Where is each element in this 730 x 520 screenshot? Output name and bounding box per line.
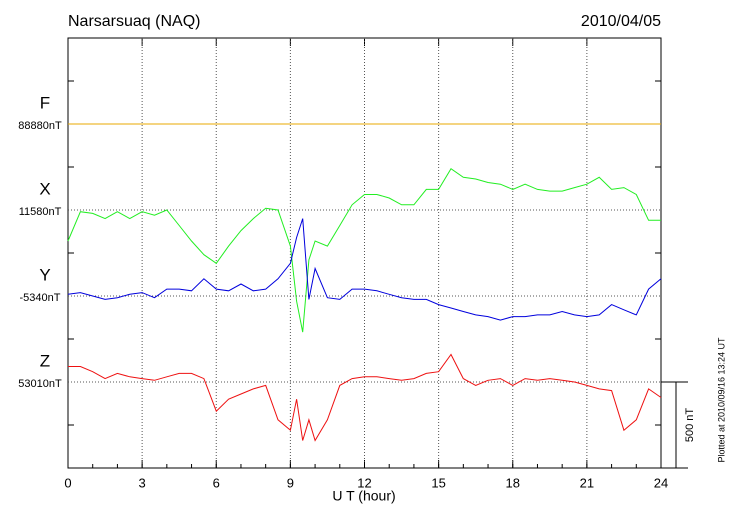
- series-line: [68, 353, 662, 442]
- x-tick-label: 15: [431, 475, 445, 490]
- baseline-label: -5340nT: [20, 292, 61, 304]
- series-name: X: [39, 179, 50, 198]
- series-name: Z: [40, 351, 50, 370]
- x-tick-label: 0: [64, 475, 71, 490]
- x-axis-label: U T (hour): [332, 488, 395, 504]
- x-tick-label: 3: [139, 475, 146, 490]
- series-line: [67, 218, 662, 321]
- left-minor-ticks: [68, 80, 661, 426]
- x-tick-label: 12: [357, 475, 371, 490]
- x-tick-label: 9: [287, 475, 294, 490]
- chart-title: Narsarsuaq (NAQ): [68, 13, 200, 30]
- baseline-label: 11580nT: [19, 206, 62, 218]
- baseline-label: 88880nT: [18, 120, 62, 132]
- x-tick-label: 6: [213, 475, 220, 490]
- x-tick-label: 21: [580, 475, 594, 490]
- series-line: [67, 167, 661, 333]
- series-name: Y: [39, 265, 50, 284]
- series-name: F: [40, 93, 50, 112]
- baseline-label: 53010nT: [18, 378, 62, 390]
- scale-label: 500 nT: [684, 408, 696, 443]
- x-tick-label: 18: [506, 475, 520, 490]
- plot-frame: [67, 37, 662, 469]
- footnote: Plotted at 2010/09/16 13:24 UT: [716, 337, 726, 463]
- x-tick-label: 24: [654, 475, 668, 490]
- chart-date: 2010/04/05: [581, 13, 661, 30]
